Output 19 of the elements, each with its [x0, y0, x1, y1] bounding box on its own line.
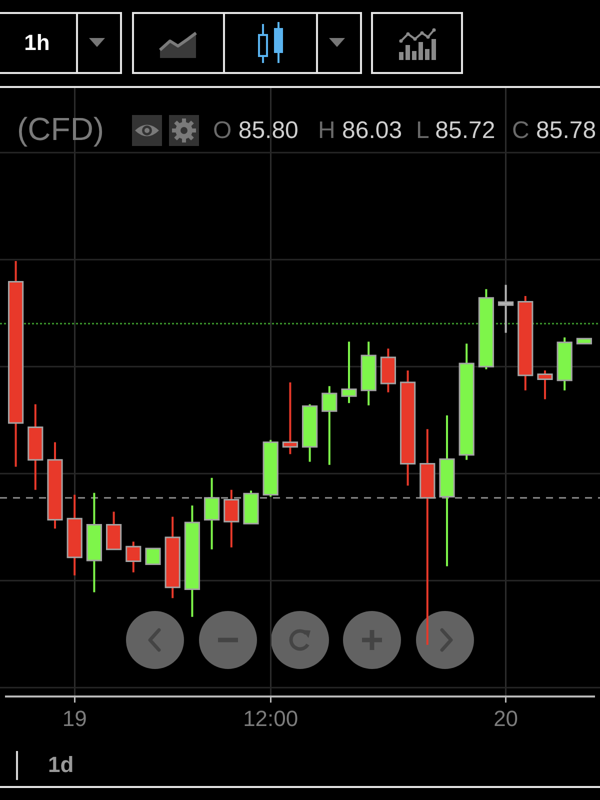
text: H 86.03: [318, 117, 402, 144]
text: 1d: [48, 752, 74, 778]
candlestick: [341, 340, 357, 404]
chart-title: (CFD): [17, 111, 104, 147]
candlestick: [126, 540, 142, 574]
text: C 85.78: [512, 117, 596, 144]
x-tick-label: 12:00: [243, 706, 298, 731]
candlestick: [282, 381, 298, 456]
text: L 85.72: [416, 117, 496, 144]
x-tick-label: 20: [494, 706, 518, 731]
candlestick: [322, 385, 338, 466]
candlestick: [537, 369, 553, 400]
candlestick: [204, 476, 220, 550]
button-group: 1h: [0, 12, 122, 74]
candlestick: [145, 548, 161, 566]
candlestick: [224, 488, 240, 548]
x-tick-label: 19: [62, 706, 87, 731]
candlestick: [498, 284, 514, 334]
text: O 85.80: [213, 117, 298, 144]
